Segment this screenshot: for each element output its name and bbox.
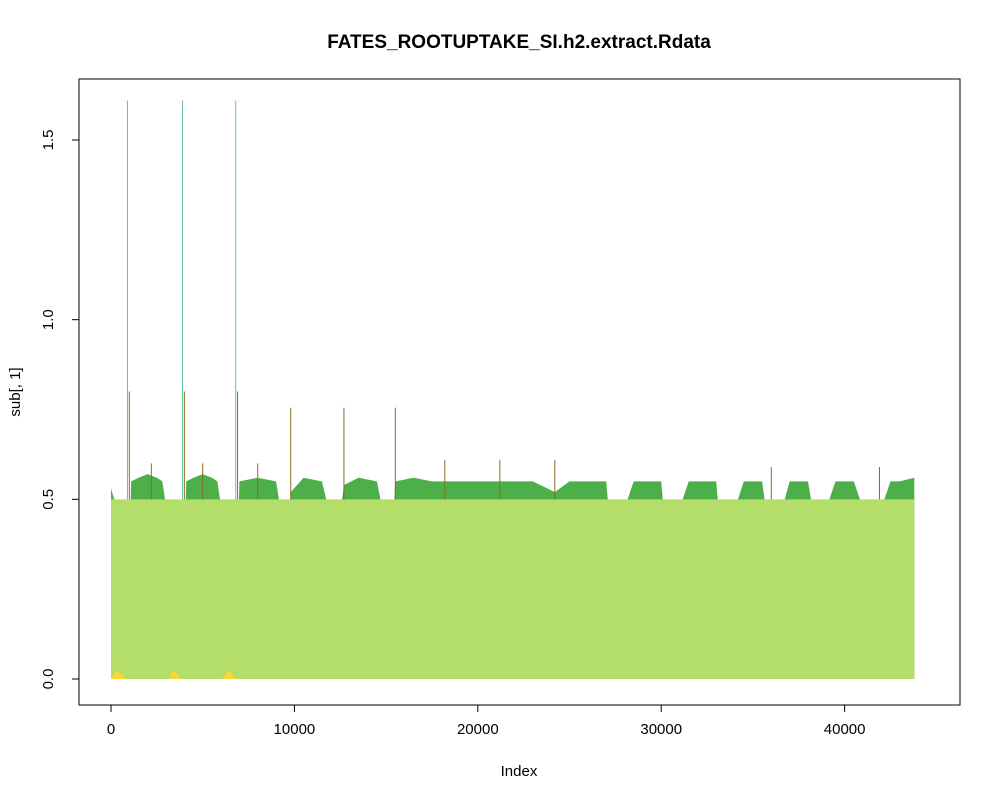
chart-title: FATES_ROOTUPTAKE_SI.h2.extract.Rdata xyxy=(327,32,711,53)
series-area-2 xyxy=(111,670,236,679)
y-axis: 0.0 0.5 1.0 1.5 xyxy=(40,130,80,690)
x-tick-label-2: 20000 xyxy=(457,721,499,738)
x-tick-label-4: 40000 xyxy=(824,721,866,738)
x-tick-label-3: 30000 xyxy=(640,721,682,738)
y-axis-label: sub[, 1] xyxy=(7,367,24,416)
y-tick-label-1: 0.5 xyxy=(40,489,57,510)
x-axis: 0 10000 20000 30000 40000 xyxy=(107,704,866,738)
x-axis-label: Index xyxy=(501,763,538,780)
y-tick-label-2: 1.0 xyxy=(40,309,57,330)
x-tick-label-1: 10000 xyxy=(274,721,316,738)
series-area-1 xyxy=(111,499,915,679)
series-layer xyxy=(111,100,915,679)
y-tick-label-3: 1.5 xyxy=(40,130,57,151)
y-tick-label-0: 0.0 xyxy=(40,669,57,690)
x-tick-label-0: 0 xyxy=(107,721,115,738)
